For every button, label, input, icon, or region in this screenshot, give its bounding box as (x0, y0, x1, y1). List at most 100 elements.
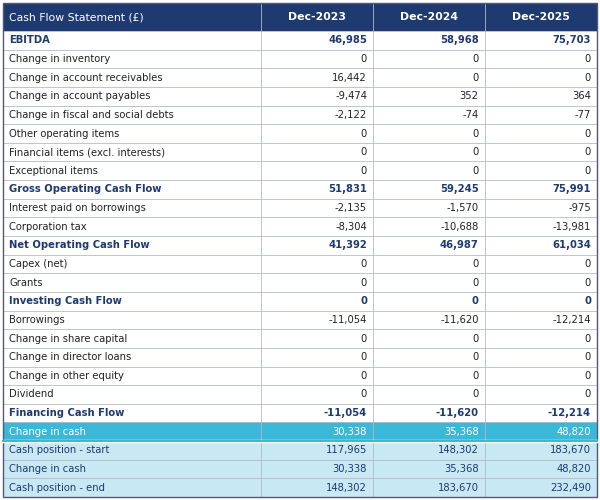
Bar (262, 124, 373, 143)
Bar (262, 50, 373, 68)
Text: 0: 0 (585, 352, 591, 362)
Bar (373, 31, 485, 50)
Text: -11,620: -11,620 (440, 315, 479, 325)
Text: Change in other equity: Change in other equity (9, 371, 124, 381)
Bar (485, 404, 597, 422)
Text: 30,338: 30,338 (332, 464, 367, 474)
Bar (3, 329, 262, 348)
Bar (373, 236, 485, 255)
Text: -77: -77 (575, 110, 591, 120)
Bar (485, 236, 597, 255)
Bar (262, 310, 373, 329)
Bar (262, 404, 373, 422)
Bar (3, 385, 262, 404)
Bar (373, 478, 485, 497)
Text: Dec-2025: Dec-2025 (512, 12, 570, 22)
Text: 0: 0 (472, 128, 479, 138)
Text: Change in fiscal and social debts: Change in fiscal and social debts (9, 110, 174, 120)
Bar (373, 143, 485, 162)
Text: -11,054: -11,054 (329, 315, 367, 325)
Text: -74: -74 (463, 110, 479, 120)
Bar (3, 366, 262, 385)
Text: -975: -975 (568, 203, 591, 213)
Text: -13,981: -13,981 (553, 222, 591, 232)
Text: 0: 0 (585, 371, 591, 381)
Text: 0: 0 (585, 128, 591, 138)
Text: Other operating items: Other operating items (9, 128, 119, 138)
Text: Exceptional items: Exceptional items (9, 166, 98, 176)
Text: 0: 0 (585, 390, 591, 400)
Bar (485, 87, 597, 106)
Bar (373, 404, 485, 422)
Text: 46,985: 46,985 (328, 36, 367, 46)
Bar (3, 199, 262, 218)
Text: Capex (net): Capex (net) (9, 259, 67, 269)
Bar (262, 478, 373, 497)
Bar (373, 329, 485, 348)
Bar (485, 124, 597, 143)
Bar (3, 180, 262, 199)
Text: 0: 0 (361, 278, 367, 287)
Text: 0: 0 (585, 259, 591, 269)
Text: 0: 0 (585, 54, 591, 64)
Bar (485, 180, 597, 199)
Bar (262, 87, 373, 106)
Bar (262, 385, 373, 404)
Bar (262, 274, 373, 292)
Bar (3, 460, 262, 478)
Text: 0: 0 (361, 259, 367, 269)
Text: 0: 0 (472, 147, 479, 157)
Text: 0: 0 (472, 72, 479, 83)
Text: Change in inventory: Change in inventory (9, 54, 110, 64)
Bar (262, 106, 373, 124)
Text: 0: 0 (361, 334, 367, 344)
Text: Dec-2024: Dec-2024 (400, 12, 458, 22)
Text: Cash position - start: Cash position - start (9, 446, 109, 456)
Bar (485, 50, 597, 68)
Text: 41,392: 41,392 (328, 240, 367, 250)
Bar (485, 143, 597, 162)
Text: -2,135: -2,135 (335, 203, 367, 213)
Bar (373, 366, 485, 385)
Text: 30,338: 30,338 (332, 427, 367, 437)
Text: 51,831: 51,831 (328, 184, 367, 194)
Bar (262, 143, 373, 162)
Bar (485, 310, 597, 329)
Text: 75,991: 75,991 (553, 184, 591, 194)
Bar (485, 274, 597, 292)
Bar (3, 68, 262, 87)
Bar (485, 199, 597, 218)
Text: -2,122: -2,122 (335, 110, 367, 120)
Bar (3, 106, 262, 124)
Text: 61,034: 61,034 (552, 240, 591, 250)
Text: 0: 0 (585, 334, 591, 344)
Text: -10,688: -10,688 (440, 222, 479, 232)
Bar (262, 236, 373, 255)
Text: 75,703: 75,703 (553, 36, 591, 46)
Text: -8,304: -8,304 (335, 222, 367, 232)
Text: Financial items (excl. interests): Financial items (excl. interests) (9, 147, 165, 157)
Bar (3, 3, 262, 31)
Bar (373, 124, 485, 143)
Bar (262, 31, 373, 50)
Bar (373, 310, 485, 329)
Bar (373, 254, 485, 274)
Text: 0: 0 (361, 54, 367, 64)
Text: -11,054: -11,054 (324, 408, 367, 418)
Bar (373, 87, 485, 106)
Text: 46,987: 46,987 (440, 240, 479, 250)
Bar (262, 162, 373, 180)
Bar (485, 162, 597, 180)
Text: 0: 0 (472, 166, 479, 176)
Bar (373, 348, 485, 366)
Text: 0: 0 (472, 390, 479, 400)
Bar (3, 87, 262, 106)
Bar (485, 366, 597, 385)
Text: 148,302: 148,302 (438, 446, 479, 456)
Bar (3, 310, 262, 329)
Text: -9,474: -9,474 (335, 91, 367, 101)
Text: 183,670: 183,670 (438, 482, 479, 492)
Text: 232,490: 232,490 (550, 482, 591, 492)
Bar (373, 50, 485, 68)
Bar (262, 329, 373, 348)
